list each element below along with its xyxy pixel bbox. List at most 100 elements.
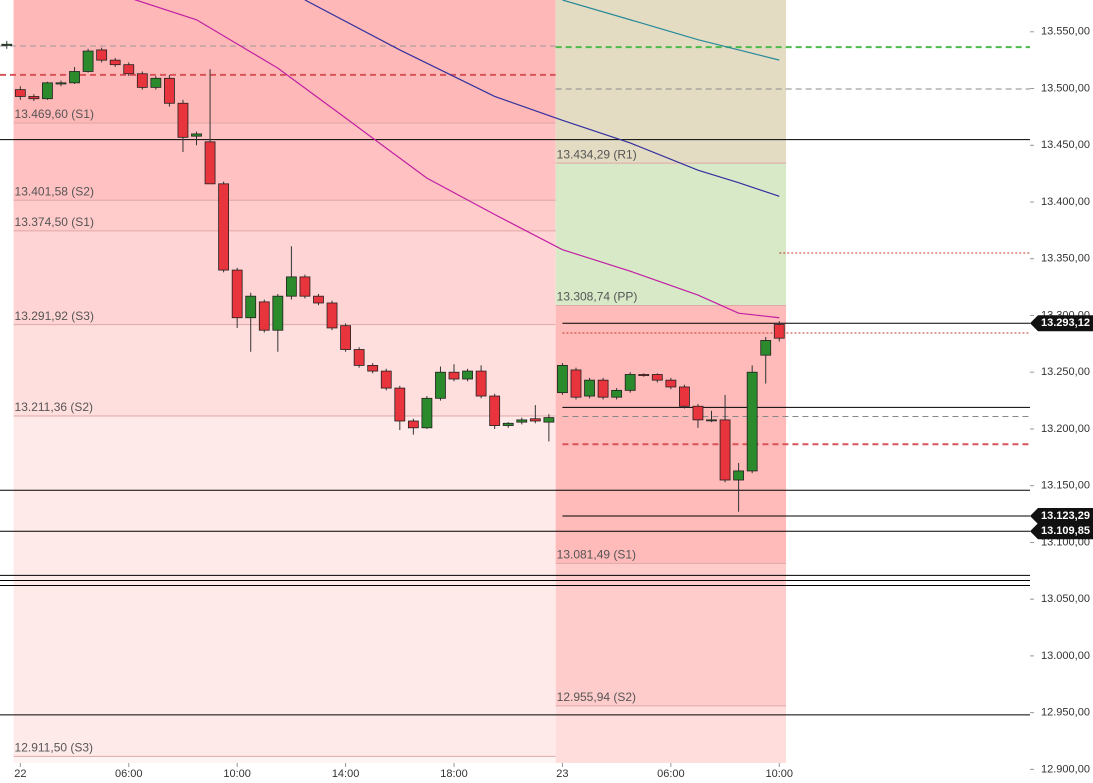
x-tick-label: 06:00	[657, 768, 685, 780]
x-tick-label: 14:00	[332, 768, 360, 780]
candle-body	[597, 379, 609, 398]
y-tick-label: 13.200,00	[1041, 423, 1090, 435]
x-tick-label: 22	[14, 768, 26, 780]
pivot-band	[13, 416, 556, 757]
candle-body	[394, 387, 406, 422]
price-flag-label: 13.293,12	[1041, 317, 1090, 329]
candle-body	[557, 364, 568, 394]
pivot-band	[13, 230, 556, 325]
candle-body	[529, 418, 541, 422]
pivot-band	[13, 756, 556, 763]
pivot-band	[555, 163, 787, 306]
y-tick-label: 12.900,00	[1041, 763, 1090, 775]
y-tick-label: 13.050,00	[1041, 593, 1090, 605]
price-flag	[1030, 315, 1093, 332]
pivot-label: 13.211,36 (S2)	[15, 400, 94, 414]
x-tick-label: 06:00	[115, 768, 143, 780]
candle-body	[773, 324, 785, 339]
moving-average	[133, 0, 780, 319]
price-flag-label: 13.123,29	[1041, 510, 1090, 522]
candle-body	[448, 371, 460, 380]
pivot-band	[555, 705, 787, 763]
x-tick-label: 23	[556, 768, 568, 780]
price-flag	[1030, 507, 1093, 524]
pivot-label: 12.911,50 (S3)	[15, 741, 94, 755]
y-tick-label: 13.500,00	[1041, 82, 1090, 94]
candle-body	[245, 295, 257, 319]
candle-body	[109, 59, 121, 66]
candle-body	[231, 269, 243, 319]
pivot-label: 13.081,49 (S1)	[557, 548, 636, 562]
pivot-label: 13.308,74 (PP)	[557, 290, 638, 304]
plot-area: 13.469,60 (S1) 13.401,58 (S2) 13.374,50 (S…	[0, 0, 1030, 763]
pivot-band	[13, 324, 556, 417]
pivot-label: 13.374,50 (S1)	[15, 215, 94, 229]
x-tick-label: 18:00	[440, 768, 468, 780]
candle-body	[421, 397, 433, 429]
candle-body	[326, 302, 338, 329]
candle-body	[313, 295, 324, 304]
y-tick-label: 13.150,00	[1041, 480, 1090, 492]
candle-body	[69, 71, 80, 84]
candle-body	[14, 89, 26, 97]
y-tick-label: 13.250,00	[1041, 366, 1090, 378]
candle-body	[55, 82, 67, 85]
candle-body	[42, 82, 53, 100]
y-tick-label: 12.950,00	[1041, 707, 1090, 719]
candle-body	[123, 64, 135, 75]
candle-body	[611, 389, 623, 398]
candle-body	[299, 276, 311, 297]
candle-body	[272, 295, 284, 331]
pivot-label: 12.955,94 (S2)	[557, 690, 636, 704]
candle-body	[177, 102, 189, 138]
price-flag-label: 13.109,85	[1041, 525, 1090, 537]
pivot-band	[13, 200, 556, 231]
pivot-label: 13.291,92 (S3)	[15, 309, 94, 323]
candle-body	[733, 470, 745, 481]
candle-body	[407, 420, 419, 429]
candle-body	[285, 276, 297, 297]
candle-body	[570, 369, 582, 398]
y-tick-label: 13.550,00	[1041, 26, 1090, 38]
candle-body	[191, 133, 202, 137]
pivot-band	[555, 563, 787, 706]
candle-body	[96, 49, 108, 61]
pivot-label: 13.434,29 (R1)	[557, 147, 637, 161]
candle-body	[746, 371, 758, 472]
overlay: 13.550,00 13.500,00 13.450,00 13.400,00 13.3…	[14, 26, 1093, 780]
candle-body	[706, 419, 717, 422]
x-tick-label: 10:00	[223, 768, 251, 780]
x-tick-label: 10:00	[766, 768, 794, 780]
price-flag	[1030, 523, 1093, 540]
pivot-band	[13, 123, 556, 201]
y-tick-label: 13.100,00	[1041, 536, 1090, 548]
candle-body	[516, 419, 528, 423]
candle-body	[340, 325, 351, 350]
candle-body	[692, 405, 704, 421]
y-tick-label: 13.350,00	[1041, 253, 1090, 265]
candle-body	[502, 422, 514, 426]
session-band	[555, 0, 787, 164]
session-band	[13, 0, 556, 124]
moving-average	[304, 0, 780, 197]
candle-body	[760, 340, 772, 356]
candle-body	[204, 141, 216, 185]
candle-body	[624, 374, 636, 391]
candle-body	[638, 374, 650, 377]
candle-body	[28, 96, 40, 100]
y-tick-label: 13.450,00	[1041, 139, 1090, 151]
candle-body	[150, 77, 162, 88]
candle-body	[665, 379, 677, 388]
candle-body	[218, 183, 230, 271]
candle-body	[719, 419, 731, 481]
candle-body	[367, 364, 379, 372]
candle-body	[475, 370, 487, 397]
moving-average	[562, 0, 780, 61]
candle-body	[380, 370, 392, 389]
candle-body	[462, 370, 473, 380]
candle-body	[435, 371, 446, 399]
pivot-label: 13.469,60 (S1)	[15, 107, 94, 121]
candle-body	[82, 50, 94, 72]
candle-body	[164, 77, 175, 104]
